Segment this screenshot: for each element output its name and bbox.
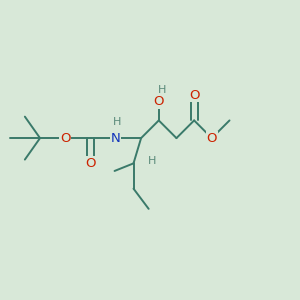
Text: H: H	[148, 156, 157, 166]
Text: O: O	[60, 132, 70, 145]
Text: O: O	[154, 95, 164, 108]
Text: H: H	[158, 85, 166, 95]
Text: O: O	[207, 132, 217, 145]
Text: N: N	[111, 132, 121, 145]
Text: H: H	[113, 117, 122, 127]
Text: O: O	[189, 89, 200, 102]
Text: O: O	[85, 157, 96, 170]
